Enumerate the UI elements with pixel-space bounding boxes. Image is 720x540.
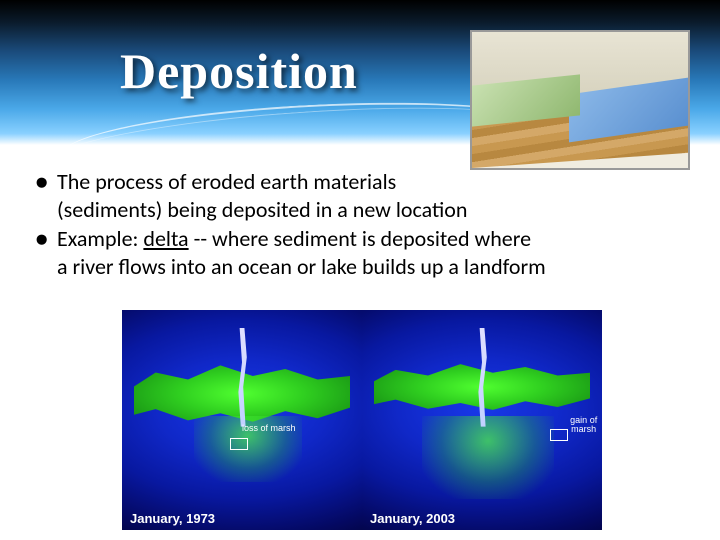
bullet-item: ● Example: delta -- where sediment is de…: [35, 225, 690, 280]
delta-diagram: [470, 30, 690, 170]
sat-plume: [422, 416, 554, 500]
bullet-line: a river flows into an ocean or lake buil…: [57, 253, 546, 280]
sat-caption-2003: January, 2003: [370, 511, 455, 526]
satellite-panel-2003: gain ofmarsh January, 2003: [362, 310, 602, 530]
bullet-line: The process of eroded earth materials: [57, 168, 396, 195]
label-loss: loss of marsh: [242, 424, 296, 434]
sat-caption-1973: January, 1973: [130, 511, 215, 526]
bullet-line: (sediments) being deposited in a new loc…: [57, 196, 467, 223]
bullet-text: Example: delta -- where sediment is depo…: [57, 225, 690, 280]
bullet-marker: ●: [35, 168, 57, 223]
loss-indicator: [230, 438, 248, 450]
gain-indicator: [550, 429, 568, 441]
satellite-panel-1973: loss of marsh January, 1973: [122, 310, 362, 530]
underlined-term: delta: [143, 225, 188, 252]
satellite-comparison: loss of marsh January, 1973 gain ofmarsh…: [122, 310, 602, 530]
bullet-item: ● The process of eroded earth materials …: [35, 168, 690, 223]
bullet-line: Example: delta -- where sediment is depo…: [57, 225, 531, 252]
bullet-marker: ●: [35, 225, 57, 280]
bullet-text: The process of eroded earth materials (s…: [57, 168, 690, 223]
label-gain: gain ofmarsh: [570, 416, 597, 436]
bullet-list: ● The process of eroded earth materials …: [35, 168, 690, 282]
page-title: Deposition: [120, 42, 358, 100]
